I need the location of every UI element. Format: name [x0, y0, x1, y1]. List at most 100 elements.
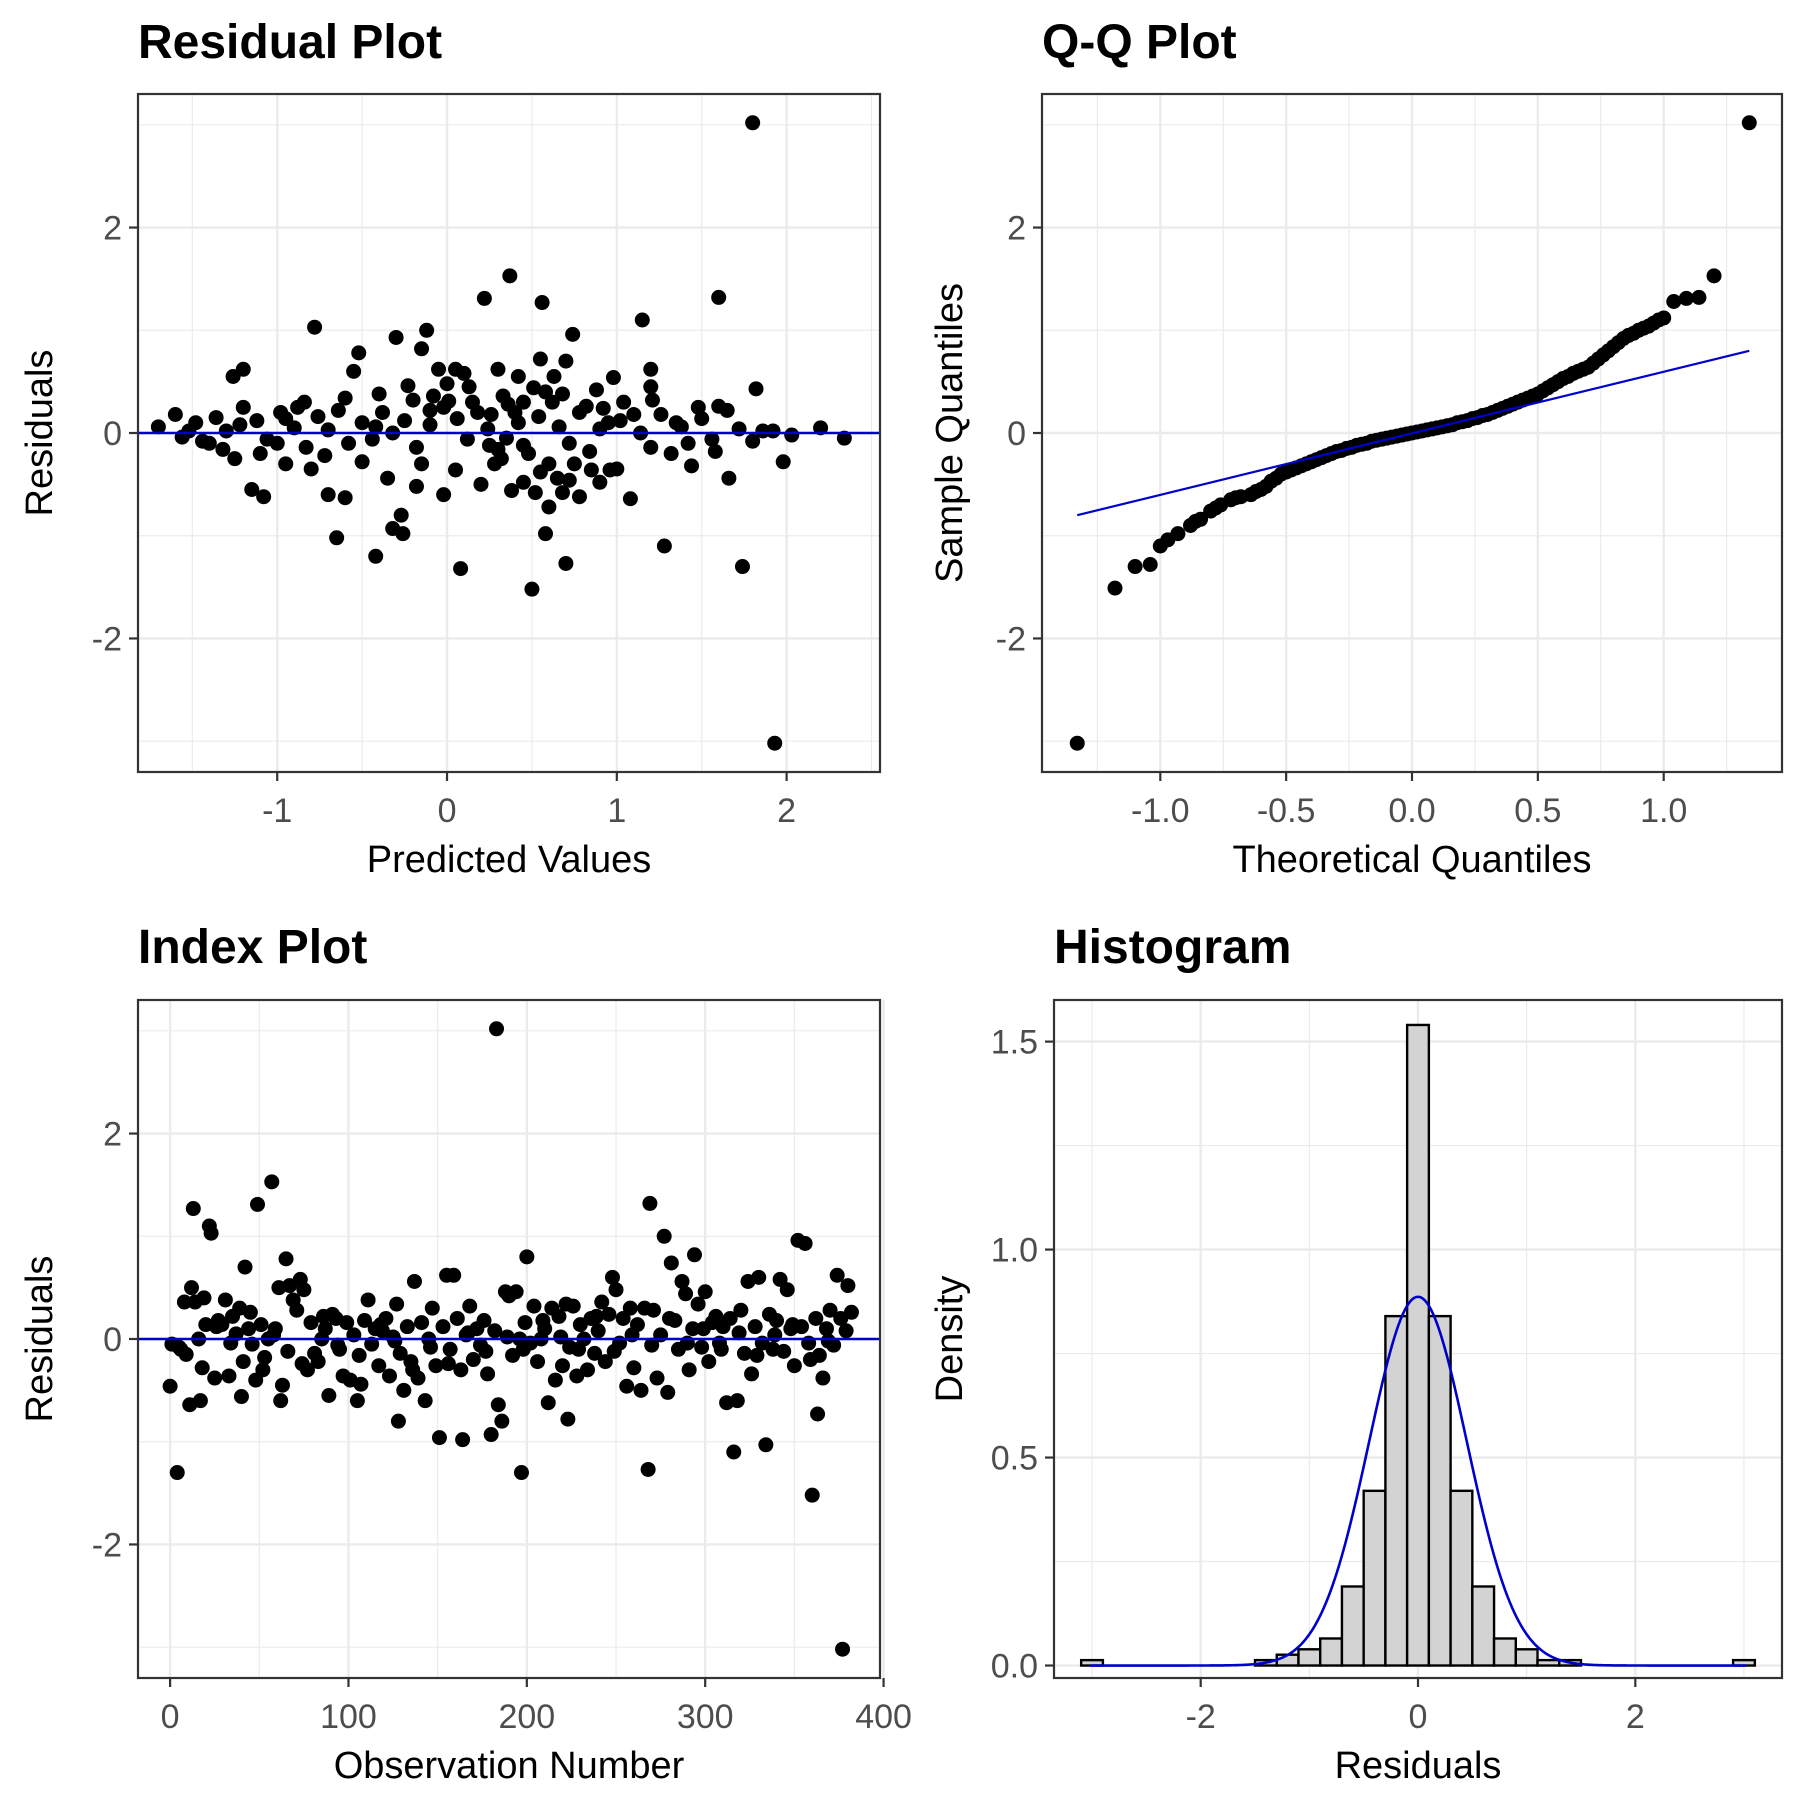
y-tick-label: 0: [1007, 415, 1026, 453]
data-point: [526, 1298, 542, 1314]
data-point: [364, 431, 380, 447]
data-point: [307, 319, 323, 335]
data-point: [455, 1432, 471, 1448]
data-point: [435, 1319, 451, 1335]
data-point: [818, 1321, 834, 1337]
data-point: [278, 411, 294, 427]
data-point: [704, 431, 720, 447]
data-point: [608, 1282, 624, 1298]
data-point: [414, 1315, 430, 1331]
data-point: [381, 1368, 397, 1384]
data-point: [775, 454, 791, 470]
data-point: [695, 1321, 711, 1337]
histogram-bar: [1319, 1637, 1344, 1667]
data-point: [571, 489, 587, 505]
data-point: [330, 1337, 346, 1353]
data-point: [442, 1341, 458, 1357]
data-point: [616, 394, 632, 410]
data-point: [337, 390, 353, 406]
data-point: [396, 1382, 412, 1398]
data-point: [601, 1306, 617, 1322]
data-point: [571, 1341, 587, 1357]
data-point: [476, 290, 492, 306]
x-axis-title: Residuals: [1335, 1745, 1502, 1787]
data-point: [690, 1296, 706, 1312]
data-point: [678, 1286, 694, 1302]
data-point: [296, 1282, 312, 1298]
data-point: [440, 1356, 456, 1372]
data-point: [748, 381, 764, 397]
data-point: [836, 430, 852, 446]
data-point: [490, 361, 506, 377]
data-point: [1170, 526, 1186, 542]
data-point: [490, 1397, 506, 1413]
data-point: [643, 379, 659, 395]
data-point: [399, 1319, 415, 1335]
data-point: [423, 1339, 439, 1355]
data-point: [508, 1284, 524, 1300]
data-point: [252, 446, 268, 462]
y-tick-label: 0: [103, 1321, 122, 1359]
data-point: [619, 1378, 635, 1394]
data-point: [351, 345, 367, 361]
data-point: [317, 448, 333, 464]
data-point: [733, 1302, 749, 1318]
data-point: [668, 415, 684, 431]
data-point: [273, 1393, 289, 1409]
data-point: [595, 400, 611, 416]
data-point: [1258, 478, 1274, 494]
data-point: [644, 392, 660, 408]
x-tick-label: 0: [161, 1698, 180, 1736]
data-point: [351, 1347, 367, 1363]
histogram-bar: [1384, 1314, 1409, 1667]
data-point: [515, 474, 531, 490]
data-point: [515, 437, 531, 453]
data-point: [422, 402, 438, 418]
data-point: [368, 548, 384, 564]
data-point: [749, 1347, 765, 1363]
data-point: [249, 413, 265, 429]
data-point: [649, 1370, 665, 1386]
data-point: [813, 420, 829, 436]
data-point: [218, 423, 234, 439]
data-point: [645, 1302, 661, 1318]
data-point: [184, 1280, 200, 1296]
data-point: [644, 1337, 660, 1353]
data-point: [810, 1406, 826, 1422]
y-tick-label: -2: [996, 620, 1026, 658]
data-point: [690, 399, 706, 415]
data-point: [414, 341, 430, 357]
data-point: [380, 470, 396, 486]
data-point: [722, 1310, 738, 1326]
data-point: [203, 1225, 219, 1241]
data-point: [565, 326, 581, 342]
data-point: [729, 1393, 745, 1409]
data-point: [1600, 343, 1616, 359]
data-point: [353, 1376, 369, 1392]
x-tick-label: 2: [1626, 1698, 1645, 1736]
data-point: [354, 454, 370, 470]
data-point: [744, 1366, 760, 1382]
x-tick-label: 200: [498, 1698, 555, 1736]
x-tick-label: -0.5: [1257, 792, 1316, 830]
data-point: [354, 415, 370, 431]
data-point: [1706, 268, 1722, 284]
data-point: [461, 379, 477, 395]
y-axis-title: Residuals: [19, 350, 61, 517]
histogram-bar: [1471, 1585, 1496, 1667]
data-point: [235, 399, 251, 415]
data-point: [697, 1284, 713, 1300]
data-point: [1651, 312, 1667, 328]
data-point: [417, 1393, 433, 1409]
x-tick-label: 0: [438, 792, 457, 830]
x-tick-label: 2: [777, 792, 796, 830]
data-point: [215, 441, 231, 457]
data-point: [462, 1298, 478, 1314]
data-layer: [138, 1021, 880, 1657]
data-point: [822, 1302, 838, 1318]
y-tick-label: 0.0: [991, 1648, 1038, 1686]
data-point: [194, 1360, 210, 1376]
x-tick-label: 300: [677, 1698, 734, 1736]
data-point: [233, 1389, 249, 1405]
data-point: [1691, 289, 1707, 305]
